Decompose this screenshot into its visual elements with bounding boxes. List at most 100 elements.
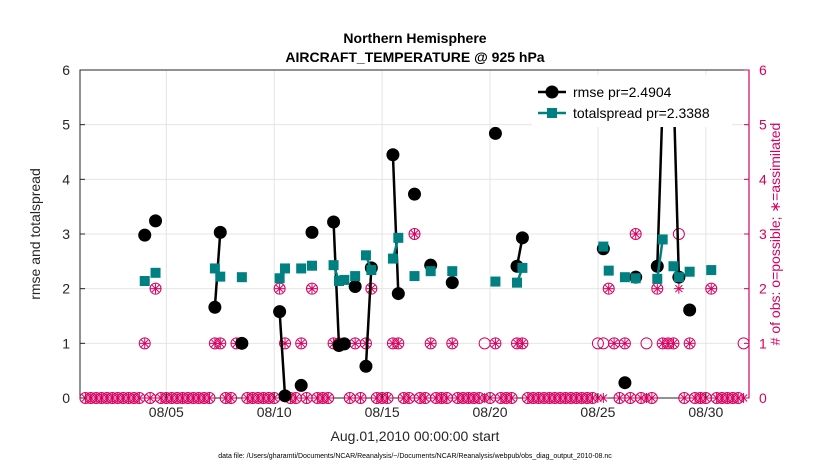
x-tick-label: 08/10 <box>257 404 292 420</box>
obs-star-stroke <box>518 339 527 348</box>
obs-assimilated-marker <box>404 393 415 403</box>
obs-star-stroke <box>308 284 316 293</box>
obs-possible-marker <box>505 392 518 404</box>
legend-box <box>532 75 732 127</box>
obs-assimilated-marker <box>625 393 636 403</box>
x-tick-label: 08/20 <box>473 404 508 420</box>
obs-star-stroke <box>604 284 613 293</box>
totalspread-point <box>603 265 614 276</box>
totalspread-point <box>490 276 501 287</box>
rmse-line <box>278 311 287 396</box>
x-tick-label: 08/30 <box>688 404 723 420</box>
totalspread-point <box>706 265 717 276</box>
chart-title: Northern Hemisphere <box>343 30 486 46</box>
totalspread-point <box>350 271 361 282</box>
obs-possible-marker <box>138 337 151 350</box>
obs-possible-marker <box>149 282 162 295</box>
totalspread-point <box>333 276 344 287</box>
totalspread-point <box>598 241 609 252</box>
totalspread-point <box>209 263 220 274</box>
obs-possible-marker <box>322 392 335 404</box>
obs-assimilated-marker <box>652 283 663 294</box>
obs-assimilated-marker <box>134 393 145 403</box>
obs-assimilated-marker <box>382 393 393 403</box>
totalspread-point <box>215 271 226 282</box>
obs-assimilated-marker <box>420 393 431 403</box>
obs-assimilated-marker <box>609 338 620 349</box>
obs-assimilated-marker <box>290 393 301 403</box>
rmse-point <box>445 276 459 290</box>
obs-possible-marker <box>683 337 696 350</box>
totalspread-point <box>306 260 317 271</box>
totalspread-point <box>619 272 630 283</box>
obs-possible-marker <box>295 337 308 350</box>
obs-assimilated-marker <box>323 393 334 403</box>
rmse-point <box>149 214 163 228</box>
rmse-point <box>337 337 351 351</box>
y-tick-label-left: 0 <box>62 390 70 406</box>
rmse-point <box>618 376 632 390</box>
y-axis-label-right: # of obs: o=possible; ∗=assimilated <box>767 123 783 346</box>
rmse-line <box>391 154 400 294</box>
legend-rmse-label: rmse pr=2.4904 <box>573 84 672 100</box>
x-tick-label: 08/25 <box>580 404 615 420</box>
rmse-point <box>273 305 287 319</box>
totalspread-point <box>296 263 307 274</box>
obs-star-stroke <box>707 284 716 293</box>
totalspread-point <box>274 273 285 284</box>
y-tick-label-left: 6 <box>62 62 70 78</box>
obs-star-stroke <box>151 284 160 293</box>
obs-star-stroke <box>491 339 500 348</box>
obs-assimilated-marker <box>145 393 156 403</box>
obs-possible-marker <box>618 337 631 350</box>
obs-star-stroke <box>146 394 155 402</box>
y-axis-label-left: rmse and totalspread <box>27 168 43 300</box>
obs-star-stroke <box>135 394 144 402</box>
obs-assimilated-marker <box>447 338 458 349</box>
obs-star-stroke <box>621 339 629 348</box>
totalspread-point <box>652 273 663 284</box>
obs-star-stroke <box>297 339 306 348</box>
obs-star-stroke <box>507 394 516 402</box>
totalspread-point <box>673 272 684 283</box>
totalspread-point <box>139 276 150 287</box>
obs-possible-marker <box>667 337 680 350</box>
obs-star-stroke <box>448 339 457 348</box>
y-tick-label-left: 5 <box>62 117 70 133</box>
rmse-point <box>348 279 362 293</box>
chart-subtitle: AIRCRAFT_TEMPERATURE @ 925 hPa <box>285 49 544 65</box>
obs-possible-marker <box>602 282 615 295</box>
obs-star-stroke <box>610 339 619 348</box>
obs-assimilated-marker <box>706 283 717 294</box>
y-tick-label-left: 2 <box>62 281 70 297</box>
obs-star-stroke <box>227 394 235 402</box>
obs-possible-marker <box>591 337 604 350</box>
obs-assimilated-marker <box>226 393 237 403</box>
legend-totalspread-label: totalspread pr=2.3388 <box>573 105 710 121</box>
totalspread-point <box>668 261 679 272</box>
totalspread-point <box>393 232 404 243</box>
totalspread-point <box>425 266 436 277</box>
obs-assimilated-marker <box>673 283 684 294</box>
obs-assimilated-marker <box>274 283 285 294</box>
rmse-point <box>305 225 319 239</box>
obs-count-layer <box>79 228 750 404</box>
totalspread-point <box>366 265 377 276</box>
legend-rmse-marker <box>545 85 559 99</box>
rmse-point <box>213 225 227 239</box>
obs-assimilated-marker <box>296 338 307 349</box>
obs-assimilated-marker <box>425 338 436 349</box>
totalspread-point <box>360 250 371 261</box>
obs-possible-marker <box>225 392 238 404</box>
rmse-point <box>278 389 292 403</box>
obs-star-stroke <box>685 339 694 348</box>
obs-assimilated-marker <box>684 338 695 349</box>
obs-possible-marker <box>305 282 318 295</box>
obs-assimilated-marker <box>150 283 161 294</box>
y-tick-label-right: 0 <box>759 390 767 406</box>
obs-possible-marker <box>446 337 459 350</box>
legend-totalspread-marker <box>547 108 557 118</box>
obs-star-stroke <box>674 284 683 293</box>
totalspread-point <box>236 272 247 283</box>
